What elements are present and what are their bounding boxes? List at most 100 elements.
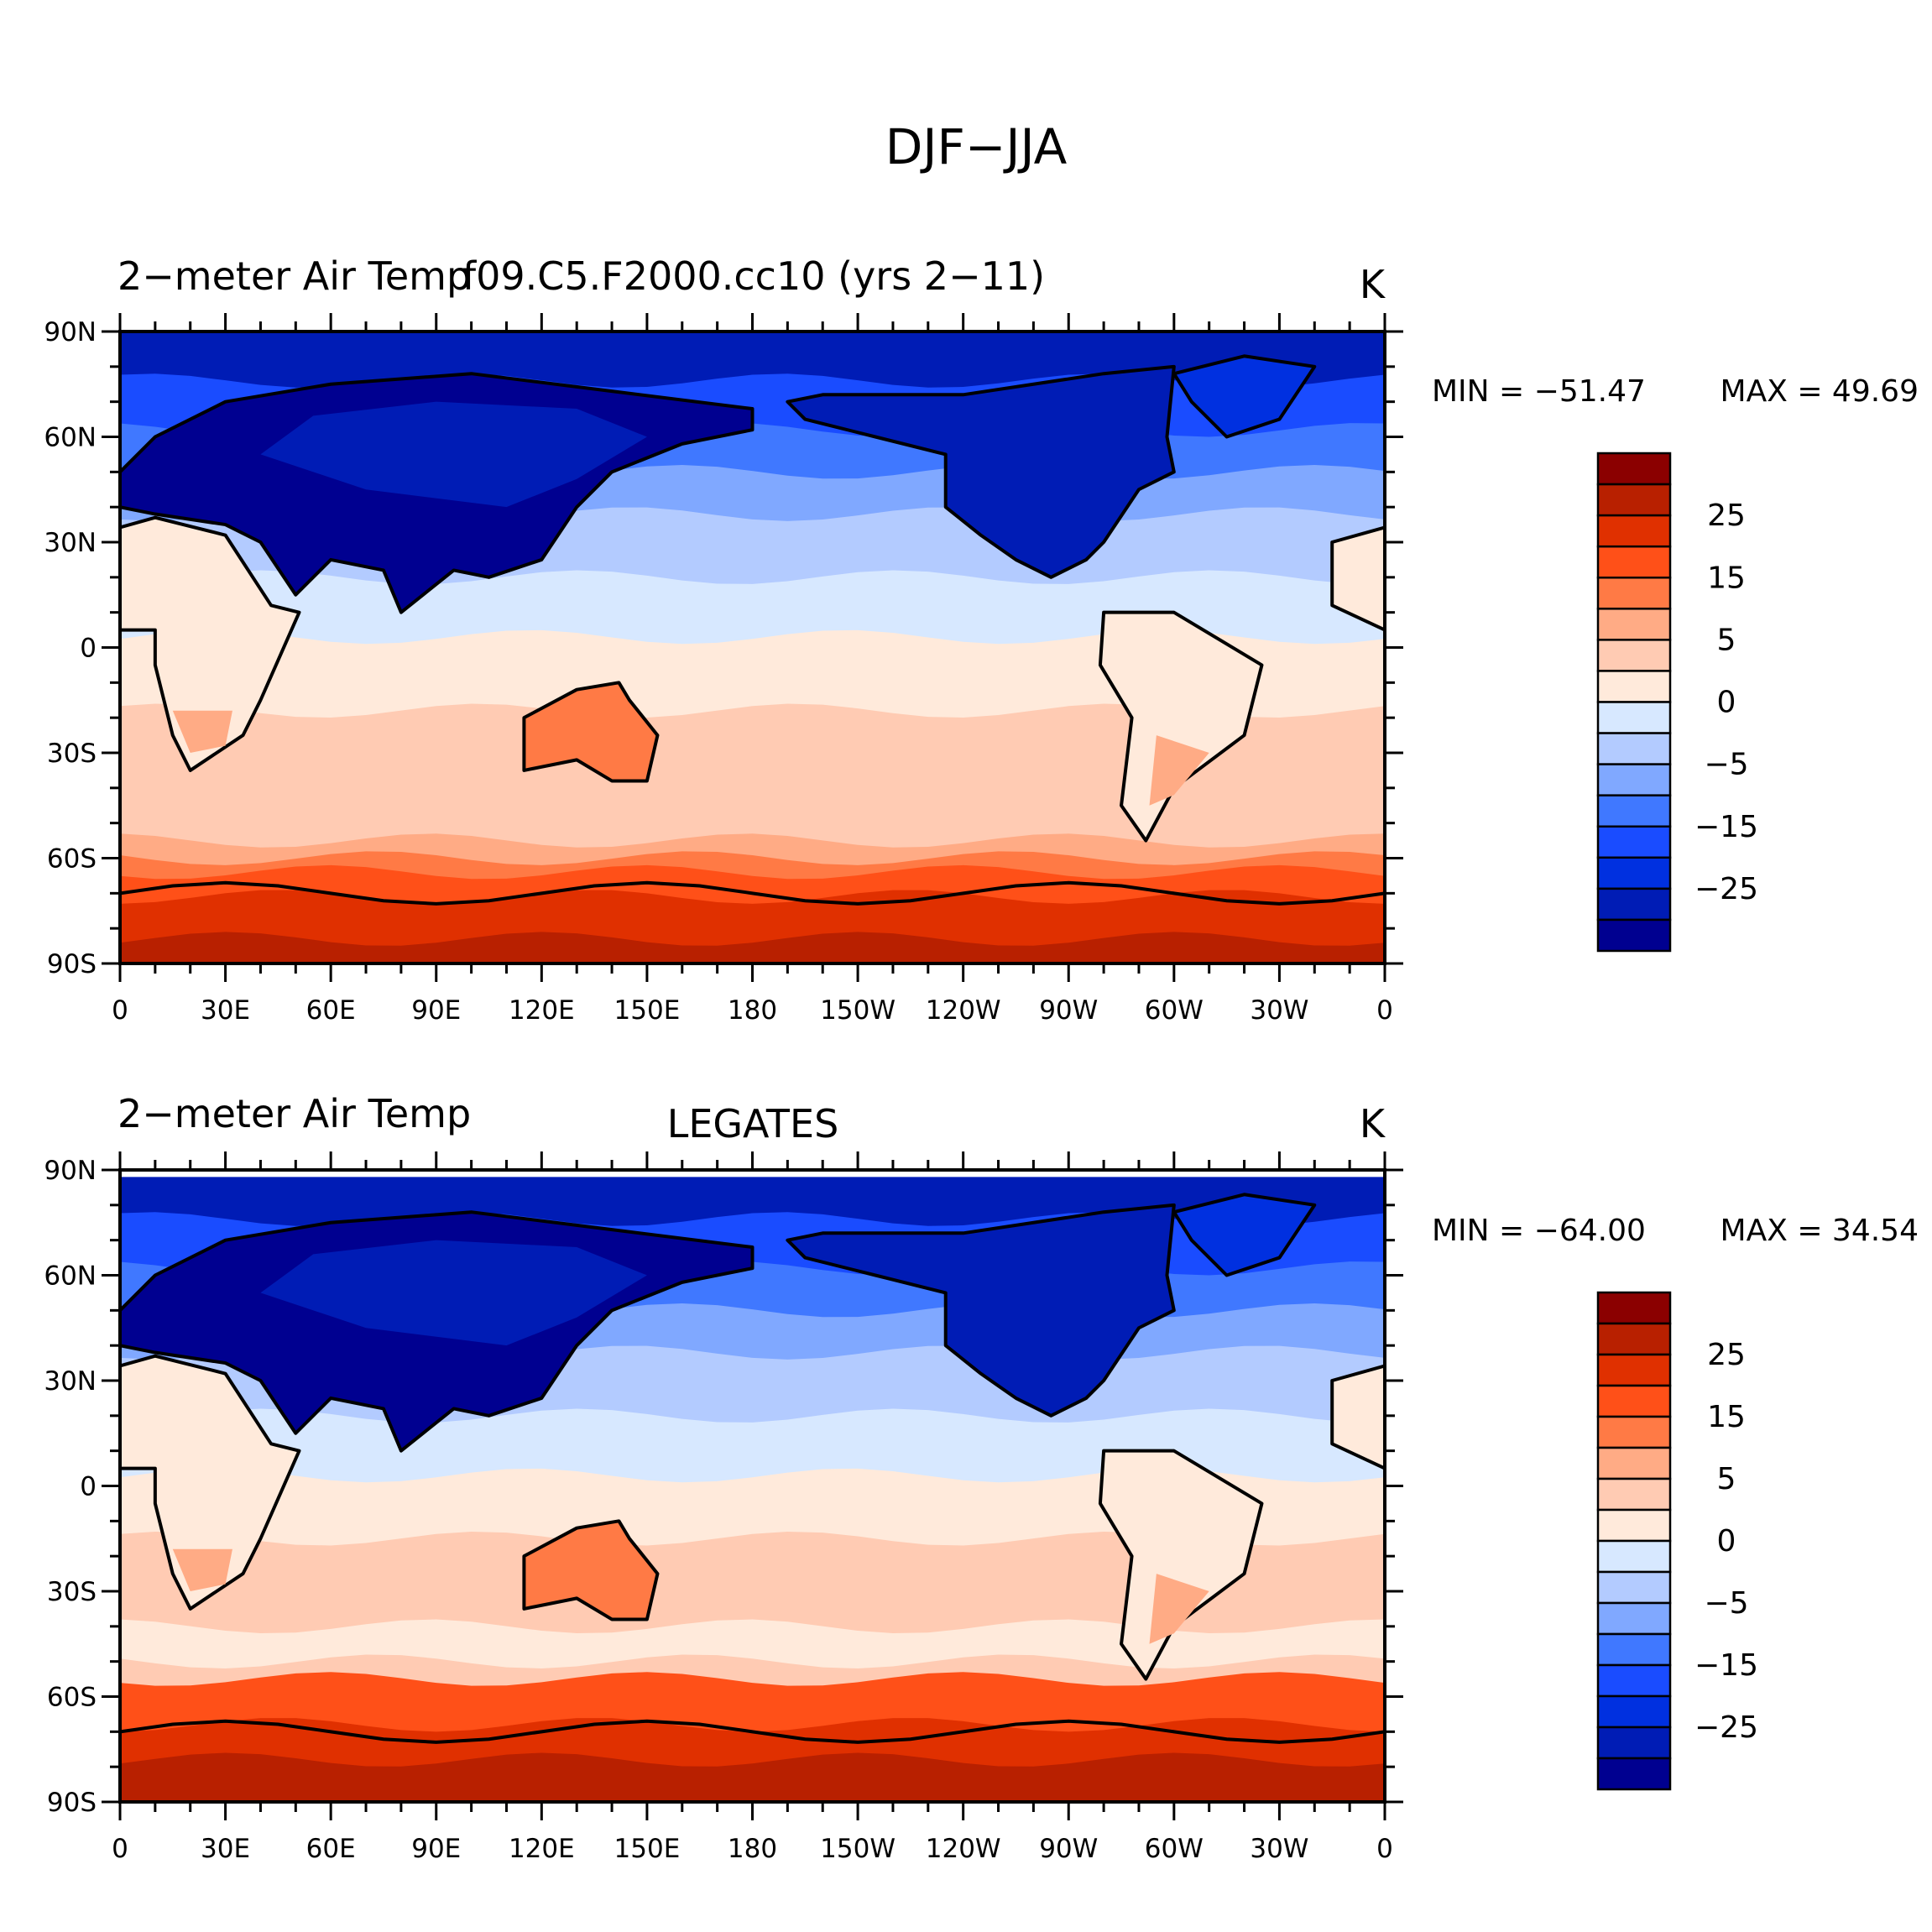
colorbar-box bbox=[1596, 514, 1672, 548]
colorbar: 25 15 5 0 −5 −15 −25 bbox=[1596, 452, 1758, 953]
lat-label: 60S bbox=[47, 844, 97, 875]
colorbar-box bbox=[1596, 1632, 1672, 1667]
map-plot-area bbox=[120, 1170, 1922, 1802]
lon-label: 30W bbox=[1250, 995, 1308, 1026]
africa-region bbox=[1330, 525, 1385, 632]
southern-africa-region bbox=[1438, 1549, 1497, 1591]
lon-label: 30W bbox=[1250, 1834, 1308, 1864]
lat-label: 60S bbox=[47, 1683, 97, 1713]
lon-label: 150W bbox=[820, 995, 896, 1026]
colorbar-box bbox=[1596, 1663, 1672, 1698]
eurasia-core-region bbox=[1525, 1240, 1911, 1346]
colorbar-box bbox=[1596, 856, 1672, 890]
lon-label: 0 bbox=[1376, 995, 1393, 1026]
panel-legates: 2−meter Air Temp LEGATES K MIN = −64.00 … bbox=[44, 1091, 1922, 1864]
lon-label: 60E bbox=[306, 1834, 356, 1864]
colorbar-box bbox=[1596, 1446, 1672, 1480]
colorbar-box bbox=[1596, 1508, 1672, 1543]
antarctica-coastline bbox=[120, 1719, 1385, 1744]
lon-label: 120W bbox=[926, 995, 1001, 1026]
colorbar-box bbox=[1596, 639, 1672, 672]
panel-units: K bbox=[1360, 1101, 1386, 1146]
lon-label: 30E bbox=[201, 995, 250, 1026]
colorbar-box bbox=[1596, 918, 1672, 953]
lon-label: 120E bbox=[509, 1834, 575, 1864]
colorbar-label: 5 bbox=[1717, 623, 1736, 657]
patagonia-region bbox=[1149, 1574, 1209, 1644]
colorbar-label: 15 bbox=[1707, 1400, 1746, 1434]
lon-label: 0 bbox=[112, 995, 128, 1026]
panel-left-title: 2−meter Air Temp bbox=[117, 1091, 471, 1136]
lat-label: 90N bbox=[44, 317, 97, 347]
lat-label: 90S bbox=[47, 1788, 97, 1818]
lon-label: 150E bbox=[614, 995, 681, 1026]
south-america-region bbox=[1098, 610, 1264, 843]
lon-label: 90W bbox=[1039, 995, 1098, 1026]
colorbar-label: 15 bbox=[1707, 561, 1746, 595]
colorbar-box bbox=[1596, 825, 1672, 859]
colorbar-box bbox=[1596, 1415, 1672, 1449]
panel-left-title: 2−meter Air Temp bbox=[117, 253, 471, 299]
africa-region bbox=[120, 1354, 301, 1611]
colorbar-box bbox=[1596, 452, 1672, 486]
colorbar-box bbox=[1596, 1570, 1672, 1605]
southern-africa-region bbox=[172, 1548, 232, 1591]
lat-label: 30S bbox=[47, 739, 97, 769]
australia-region bbox=[1788, 1521, 1922, 1619]
lon-label: 60W bbox=[1145, 1834, 1204, 1864]
colorbar-label: −25 bbox=[1694, 872, 1758, 906]
colorbar-label: −15 bbox=[1694, 1648, 1758, 1683]
colorbar-box bbox=[1596, 483, 1672, 517]
lon-label: 180 bbox=[728, 995, 777, 1026]
africa-region bbox=[1330, 1364, 1385, 1470]
colorbar-box bbox=[1596, 545, 1672, 579]
colorbar-box bbox=[1596, 608, 1672, 641]
lat-label: 60N bbox=[44, 1261, 97, 1292]
max-label: MAX = 49.69 bbox=[1721, 374, 1919, 409]
colorbar-box bbox=[1596, 670, 1672, 703]
contour-band bbox=[120, 932, 1385, 963]
australia-region bbox=[1788, 682, 1922, 781]
lon-label: 90E bbox=[411, 1834, 461, 1864]
lon-label: 180 bbox=[728, 1834, 777, 1864]
colorbar-label: −25 bbox=[1694, 1710, 1758, 1745]
australia-region bbox=[522, 681, 660, 783]
south-america-region bbox=[1098, 1449, 1264, 1681]
north-america-region bbox=[786, 1203, 1176, 1418]
colorbar-label: −5 bbox=[1704, 1586, 1748, 1621]
colorbar-box bbox=[1596, 1694, 1672, 1729]
figure-title: DJF−JJA bbox=[885, 118, 1068, 175]
colorbar-box bbox=[1596, 1353, 1672, 1387]
lat-label: 30N bbox=[44, 528, 97, 558]
colorbar-box bbox=[1596, 1757, 1672, 1791]
eurasia-core-region bbox=[260, 1240, 647, 1346]
lon-label: 0 bbox=[112, 1834, 128, 1864]
lon-label: 90E bbox=[411, 995, 461, 1026]
colorbar-label: 25 bbox=[1707, 499, 1746, 533]
southern-africa-region bbox=[1438, 711, 1497, 753]
colorbar-box bbox=[1596, 1291, 1672, 1325]
antarctica-coastline bbox=[120, 880, 1385, 906]
contour-band bbox=[120, 1752, 1385, 1802]
eurasia-core-region bbox=[260, 401, 647, 508]
colorbar-box bbox=[1596, 1322, 1672, 1356]
southern-africa-region bbox=[172, 710, 232, 753]
missing-data-strip bbox=[120, 1170, 1385, 1177]
colorbar-box bbox=[1596, 732, 1672, 765]
australia-region bbox=[522, 1519, 660, 1621]
panel-units: K bbox=[1360, 262, 1386, 307]
lon-label: 0 bbox=[1376, 1834, 1393, 1864]
min-label: MIN = −64.00 bbox=[1432, 1214, 1646, 1248]
colorbar-label: 5 bbox=[1717, 1462, 1736, 1496]
colorbar-box bbox=[1596, 887, 1672, 922]
colorbar: 25 15 5 0 −5 −15 −25 bbox=[1596, 1291, 1758, 1791]
lon-label: 90W bbox=[1039, 1834, 1098, 1864]
colorbar-box bbox=[1596, 701, 1672, 734]
panel-center-title: f09.C5.F2000.cc10 (yrs 2−11) bbox=[462, 253, 1045, 299]
lon-label: 150E bbox=[614, 1834, 681, 1864]
min-label: MIN = −51.47 bbox=[1432, 374, 1646, 409]
lon-label: 120E bbox=[509, 995, 575, 1026]
panel-model: 2−meter Air Temp f09.C5.F2000.cc10 (yrs … bbox=[44, 253, 1922, 1026]
colorbar-label: 25 bbox=[1707, 1338, 1746, 1372]
